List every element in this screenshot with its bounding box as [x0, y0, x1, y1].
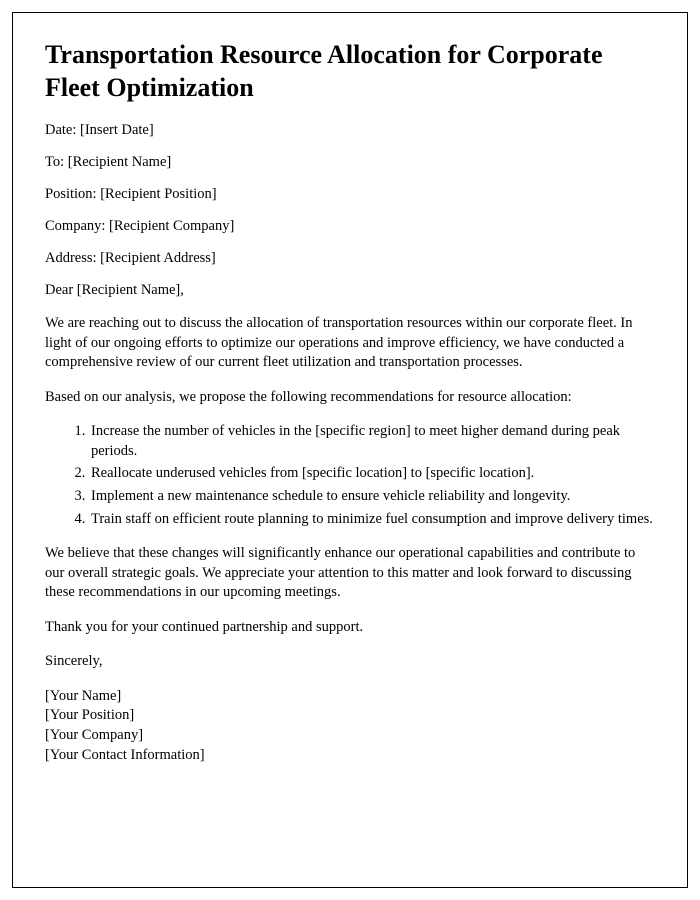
signature-block: [Your Name] [Your Position] [Your Compan… — [45, 687, 655, 765]
signature-name: [Your Name] — [45, 687, 655, 707]
field-company: Company: [Recipient Company] — [45, 218, 655, 235]
signature-contact: [Your Contact Information] — [45, 746, 655, 766]
closing-paragraph: We believe that these changes will signi… — [45, 544, 655, 603]
intro-paragraph: We are reaching out to discuss the alloc… — [45, 314, 655, 373]
list-item: Train staff on efficient route planning … — [89, 510, 655, 530]
field-date: Date: [Insert Date] — [45, 122, 655, 139]
recommendations-list: Increase the number of vehicles in the [… — [45, 422, 655, 529]
thanks-line: Thank you for your continued partnership… — [45, 618, 655, 638]
list-item: Increase the number of vehicles in the [… — [89, 422, 655, 461]
list-item: Reallocate underused vehicles from [spec… — [89, 464, 655, 484]
document-frame: Transportation Resource Allocation for C… — [12, 12, 688, 888]
signature-position: [Your Position] — [45, 706, 655, 726]
list-item: Implement a new maintenance schedule to … — [89, 487, 655, 507]
signature-company: [Your Company] — [45, 726, 655, 746]
document-title: Transportation Resource Allocation for C… — [45, 39, 655, 104]
field-address: Address: [Recipient Address] — [45, 250, 655, 267]
signoff: Sincerely, — [45, 652, 655, 672]
field-position: Position: [Recipient Position] — [45, 186, 655, 203]
salutation: Dear [Recipient Name], — [45, 282, 655, 299]
recommendations-lead: Based on our analysis, we propose the fo… — [45, 388, 655, 408]
field-to: To: [Recipient Name] — [45, 154, 655, 171]
